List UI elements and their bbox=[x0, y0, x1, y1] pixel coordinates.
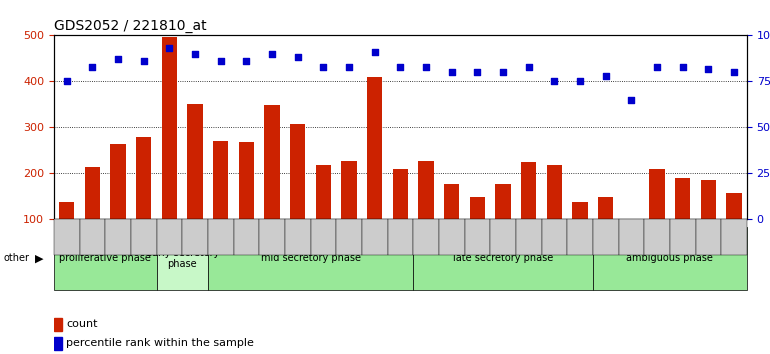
Bar bbox=[547, 165, 562, 219]
Text: ▶: ▶ bbox=[35, 253, 43, 263]
Point bbox=[574, 79, 586, 84]
Bar bbox=[367, 77, 383, 219]
Point bbox=[523, 64, 535, 69]
FancyBboxPatch shape bbox=[387, 219, 413, 255]
Point bbox=[548, 79, 561, 84]
FancyBboxPatch shape bbox=[721, 219, 747, 255]
FancyBboxPatch shape bbox=[490, 219, 516, 255]
Point bbox=[497, 69, 509, 75]
FancyBboxPatch shape bbox=[208, 227, 413, 290]
Bar bbox=[675, 178, 691, 219]
Bar bbox=[521, 162, 537, 219]
Point bbox=[394, 64, 407, 69]
Bar bbox=[136, 137, 152, 219]
FancyBboxPatch shape bbox=[362, 219, 387, 255]
Point bbox=[292, 55, 304, 60]
Bar bbox=[393, 169, 408, 219]
Text: early secretory
phase: early secretory phase bbox=[146, 247, 219, 269]
FancyBboxPatch shape bbox=[516, 219, 541, 255]
Bar bbox=[316, 165, 331, 219]
Bar bbox=[701, 181, 716, 219]
FancyBboxPatch shape bbox=[413, 227, 593, 290]
Text: other: other bbox=[4, 253, 30, 263]
FancyBboxPatch shape bbox=[156, 227, 208, 290]
Text: percentile rank within the sample: percentile rank within the sample bbox=[66, 338, 254, 348]
FancyBboxPatch shape bbox=[182, 219, 208, 255]
Point bbox=[266, 51, 278, 57]
FancyBboxPatch shape bbox=[233, 219, 259, 255]
Point bbox=[471, 69, 484, 75]
FancyBboxPatch shape bbox=[156, 219, 182, 255]
FancyBboxPatch shape bbox=[695, 219, 721, 255]
FancyBboxPatch shape bbox=[208, 219, 233, 255]
Point bbox=[420, 64, 432, 69]
Bar bbox=[290, 124, 306, 219]
Point bbox=[61, 79, 73, 84]
FancyBboxPatch shape bbox=[105, 219, 131, 255]
Bar bbox=[187, 104, 203, 219]
FancyBboxPatch shape bbox=[54, 227, 156, 290]
Bar bbox=[162, 37, 177, 219]
Bar bbox=[239, 142, 254, 219]
Text: late secretory phase: late secretory phase bbox=[453, 253, 553, 263]
FancyBboxPatch shape bbox=[670, 219, 695, 255]
FancyBboxPatch shape bbox=[593, 227, 747, 290]
Text: count: count bbox=[66, 319, 98, 329]
Bar bbox=[54, 318, 62, 331]
Point bbox=[189, 51, 201, 57]
Point bbox=[317, 64, 330, 69]
Point bbox=[343, 64, 355, 69]
Point bbox=[702, 66, 715, 72]
Bar bbox=[470, 198, 485, 219]
Point bbox=[728, 69, 740, 75]
Bar bbox=[110, 143, 126, 219]
Bar bbox=[649, 169, 665, 219]
Point bbox=[138, 58, 150, 64]
Text: mid secretory phase: mid secretory phase bbox=[260, 253, 360, 263]
FancyBboxPatch shape bbox=[79, 219, 105, 255]
Point bbox=[86, 64, 99, 69]
Bar bbox=[624, 219, 639, 263]
Point bbox=[369, 49, 381, 55]
Bar bbox=[495, 184, 511, 219]
FancyBboxPatch shape bbox=[285, 219, 310, 255]
Text: ambiguous phase: ambiguous phase bbox=[627, 253, 713, 263]
Bar bbox=[341, 161, 357, 219]
Point bbox=[677, 64, 689, 69]
Point bbox=[163, 45, 176, 51]
Point bbox=[215, 58, 227, 64]
FancyBboxPatch shape bbox=[593, 219, 618, 255]
Point bbox=[446, 69, 458, 75]
Bar bbox=[444, 184, 460, 219]
Point bbox=[600, 73, 612, 79]
FancyBboxPatch shape bbox=[618, 219, 644, 255]
FancyBboxPatch shape bbox=[413, 219, 439, 255]
Bar bbox=[418, 161, 434, 219]
Text: GDS2052 / 221810_at: GDS2052 / 221810_at bbox=[54, 19, 206, 33]
Text: proliferative phase: proliferative phase bbox=[59, 253, 151, 263]
Bar bbox=[572, 202, 588, 219]
FancyBboxPatch shape bbox=[54, 219, 79, 255]
Bar bbox=[213, 141, 229, 219]
FancyBboxPatch shape bbox=[310, 219, 336, 255]
Point bbox=[112, 57, 124, 62]
Point bbox=[651, 64, 663, 69]
Bar bbox=[54, 337, 62, 350]
Bar bbox=[726, 193, 742, 219]
FancyBboxPatch shape bbox=[464, 219, 490, 255]
Point bbox=[240, 58, 253, 64]
Bar bbox=[59, 202, 75, 219]
FancyBboxPatch shape bbox=[131, 219, 156, 255]
Bar bbox=[598, 198, 614, 219]
FancyBboxPatch shape bbox=[644, 219, 670, 255]
Bar bbox=[264, 105, 280, 219]
FancyBboxPatch shape bbox=[259, 219, 285, 255]
Point bbox=[625, 97, 638, 103]
FancyBboxPatch shape bbox=[567, 219, 593, 255]
FancyBboxPatch shape bbox=[336, 219, 362, 255]
Bar bbox=[85, 167, 100, 219]
FancyBboxPatch shape bbox=[541, 219, 567, 255]
FancyBboxPatch shape bbox=[439, 219, 464, 255]
